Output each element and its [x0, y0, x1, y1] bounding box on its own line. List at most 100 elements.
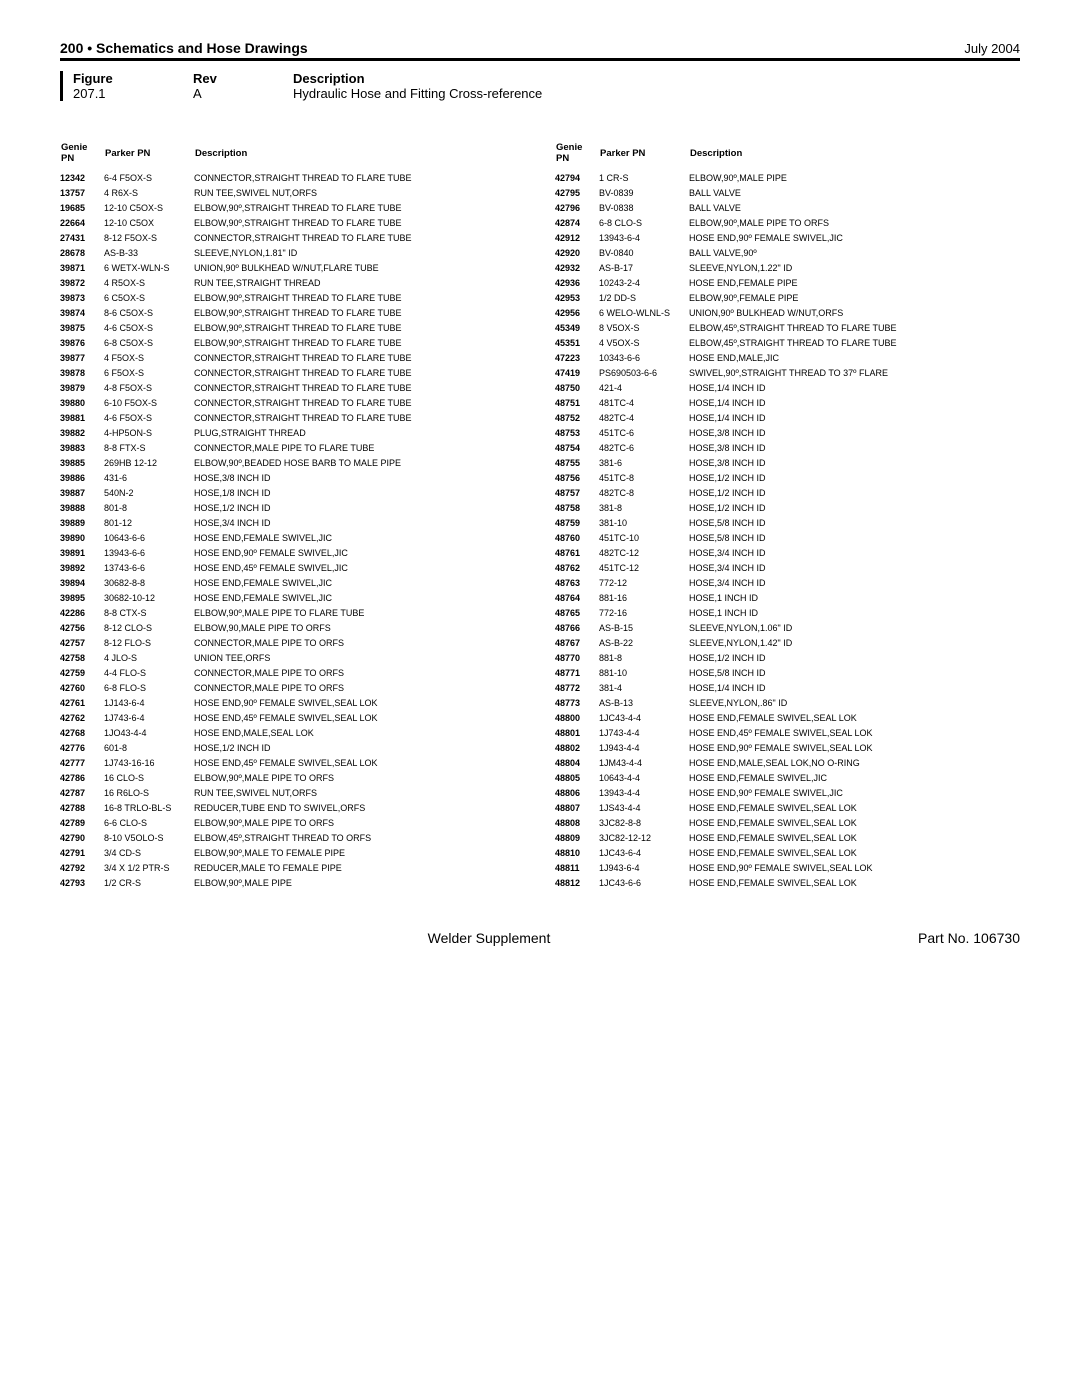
- part-description: HOSE END,FEMALE PIPE: [689, 275, 1020, 290]
- genie-pn: 48805: [555, 770, 599, 785]
- genie-pn: 39875: [60, 320, 104, 335]
- table-row: 427896-6 CLO-SELBOW,90º,MALE PIPE TO ORF…: [60, 815, 525, 830]
- part-description: HOSE,3/8 INCH ID: [689, 440, 1020, 455]
- table-row: 48766AS-B-15SLEEVE,NYLON,1.06" ID: [555, 620, 1020, 635]
- part-description: HOSE END,45º FEMALE SWIVEL,JIC: [194, 560, 525, 575]
- table-row: 48765772-16HOSE,1 INCH ID: [555, 605, 1020, 620]
- table-row: 453498 V5OX-SELBOW,45º,STRAIGHT THREAD T…: [555, 320, 1020, 335]
- part-description: HOSE,1/2 INCH ID: [194, 500, 525, 515]
- table-row: 48755381-6HOSE,3/8 INCH ID: [555, 455, 1020, 470]
- parker-pn: 10643-4-4: [599, 770, 689, 785]
- parker-pn: 8-8 CTX-S: [104, 605, 194, 620]
- parker-pn: BV-0839: [599, 185, 689, 200]
- parker-pn: 381-10: [599, 515, 689, 530]
- genie-pn: 27431: [60, 230, 104, 245]
- part-description: CONNECTOR,MALE PIPE TO ORFS: [194, 665, 525, 680]
- table-row: 39886431-6HOSE,3/8 INCH ID: [60, 470, 525, 485]
- table-row: 48763772-12HOSE,3/4 INCH ID: [555, 575, 1020, 590]
- part-description: HOSE,1/2 INCH ID: [689, 485, 1020, 500]
- parker-pn: 482TC-8: [599, 485, 689, 500]
- genie-pn: 48806: [555, 785, 599, 800]
- parker-pn: 30682-8-8: [104, 575, 194, 590]
- part-description: HOSE,1 INCH ID: [689, 590, 1020, 605]
- genie-pn: 39882: [60, 425, 104, 440]
- parker-pn: 12-10 C5OX: [104, 215, 194, 230]
- parker-pn: 10243-2-4: [599, 275, 689, 290]
- part-description: CONNECTOR,STRAIGHT THREAD TO FLARE TUBE: [194, 230, 525, 245]
- table-row: 42932AS-B-17SLEEVE,NYLON,1.22" ID: [555, 260, 1020, 275]
- parker-pn: 13943-4-4: [599, 785, 689, 800]
- table-row: 398774 F5OX-SCONNECTOR,STRAIGHT THREAD T…: [60, 350, 525, 365]
- genie-pn: 39871: [60, 260, 104, 275]
- part-description: HOSE END,90º FEMALE SWIVEL,JIC: [689, 230, 1020, 245]
- genie-pn: 42936: [555, 275, 599, 290]
- part-description: HOSE,1/2 INCH ID: [689, 470, 1020, 485]
- genie-pn: 42756: [60, 620, 104, 635]
- part-description: ELBOW,90º,STRAIGHT THREAD TO FLARE TUBE: [194, 215, 525, 230]
- part-description: RUN TEE,SWIVEL NUT,ORFS: [194, 185, 525, 200]
- col-header-parker: Parker PN: [104, 141, 194, 170]
- table-row: 453514 V5OX-SELBOW,45º,STRAIGHT THREAD T…: [555, 335, 1020, 350]
- table-row: 123426-4 F5OX-SCONNECTOR,STRAIGHT THREAD…: [60, 170, 525, 185]
- part-description: RUN TEE,STRAIGHT THREAD: [194, 275, 525, 290]
- parker-pn: 4-6 F5OX-S: [104, 410, 194, 425]
- genie-pn: 19685: [60, 200, 104, 215]
- table-row: 398794-8 F5OX-SCONNECTOR,STRAIGHT THREAD…: [60, 380, 525, 395]
- table-row: 488101JC43-6-4HOSE END,FEMALE SWIVEL,SEA…: [555, 845, 1020, 860]
- part-description: HOSE END,MALE,SEAL LOK: [194, 725, 525, 740]
- parker-pn: 4-HP5ON-S: [104, 425, 194, 440]
- parker-pn: 3JC82-8-8: [599, 815, 689, 830]
- part-description: ELBOW,90º,STRAIGHT THREAD TO FLARE TUBE: [194, 290, 525, 305]
- genie-pn: 39892: [60, 560, 104, 575]
- part-description: HOSE END,MALE,JIC: [689, 350, 1020, 365]
- genie-pn: 22664: [60, 215, 104, 230]
- genie-pn: 42768: [60, 725, 104, 740]
- genie-pn: 39876: [60, 335, 104, 350]
- genie-pn: 39887: [60, 485, 104, 500]
- part-description: HOSE,1/4 INCH ID: [689, 380, 1020, 395]
- part-description: CONNECTOR,STRAIGHT THREAD TO FLARE TUBE: [194, 170, 525, 185]
- parker-pn: 1J743-4-4: [599, 725, 689, 740]
- table-row: 39889801-12HOSE,3/4 INCH ID: [60, 515, 525, 530]
- genie-pn: 39895: [60, 590, 104, 605]
- table-row: 427611J143-6-4HOSE END,90º FEMALE SWIVEL…: [60, 695, 525, 710]
- genie-pn: 48760: [555, 530, 599, 545]
- part-description: ELBOW,90º,STRAIGHT THREAD TO FLARE TUBE: [194, 320, 525, 335]
- section-title: 200 • Schematics and Hose Drawings: [60, 40, 308, 56]
- genie-pn: 42912: [555, 230, 599, 245]
- parker-pn: 16 R6LO-S: [104, 785, 194, 800]
- parker-pn: BV-0840: [599, 245, 689, 260]
- parker-pn: 1JC43-6-6: [599, 875, 689, 890]
- table-row: 427913/4 CD-SELBOW,90º,MALE TO FEMALE PI…: [60, 845, 525, 860]
- genie-pn: 42788: [60, 800, 104, 815]
- part-description: ELBOW,90º,MALE PIPE: [689, 170, 1020, 185]
- genie-pn: 39878: [60, 365, 104, 380]
- parker-pn: 540N-2: [104, 485, 194, 500]
- genie-pn: 42777: [60, 755, 104, 770]
- genie-pn: 42794: [555, 170, 599, 185]
- genie-pn: 48762: [555, 560, 599, 575]
- part-description: HOSE,1/2 INCH ID: [689, 650, 1020, 665]
- parker-pn: 8 V5OX-S: [599, 320, 689, 335]
- table-row: 48764881-16HOSE,1 INCH ID: [555, 590, 1020, 605]
- part-description: ELBOW,90º,MALE PIPE: [194, 875, 525, 890]
- genie-pn: 39890: [60, 530, 104, 545]
- part-description: HOSE END,90º FEMALE SWIVEL,SEAL LOK: [194, 695, 525, 710]
- part-description: BALL VALVE,90º: [689, 245, 1020, 260]
- part-description: CONNECTOR,MALE PIPE TO FLARE TUBE: [194, 440, 525, 455]
- part-description: HOSE,5/8 INCH ID: [689, 530, 1020, 545]
- table-row: 488093JC82-12-12HOSE END,FEMALE SWIVEL,S…: [555, 830, 1020, 845]
- parker-pn: 1/2 CR-S: [104, 875, 194, 890]
- table-row: 39885269HB 12-12ELBOW,90º,BEADED HOSE BA…: [60, 455, 525, 470]
- table-row: 398824-HP5ON-SPLUG,STRAIGHT THREAD: [60, 425, 525, 440]
- part-description: REDUCER,MALE TO FEMALE PIPE: [194, 860, 525, 875]
- parker-pn: 381-8: [599, 500, 689, 515]
- part-description: SLEEVE,NYLON,1.22" ID: [689, 260, 1020, 275]
- part-description: HOSE,3/8 INCH ID: [194, 470, 525, 485]
- table-row: 42796BV-0838BALL VALVE: [555, 200, 1020, 215]
- part-description: UNION,90º BULKHEAD W/NUT,ORFS: [689, 305, 1020, 320]
- table-row: 429566 WELO-WLNL-SUNION,90º BULKHEAD W/N…: [555, 305, 1020, 320]
- genie-pn: 42789: [60, 815, 104, 830]
- genie-pn: 48804: [555, 755, 599, 770]
- genie-pn: 42932: [555, 260, 599, 275]
